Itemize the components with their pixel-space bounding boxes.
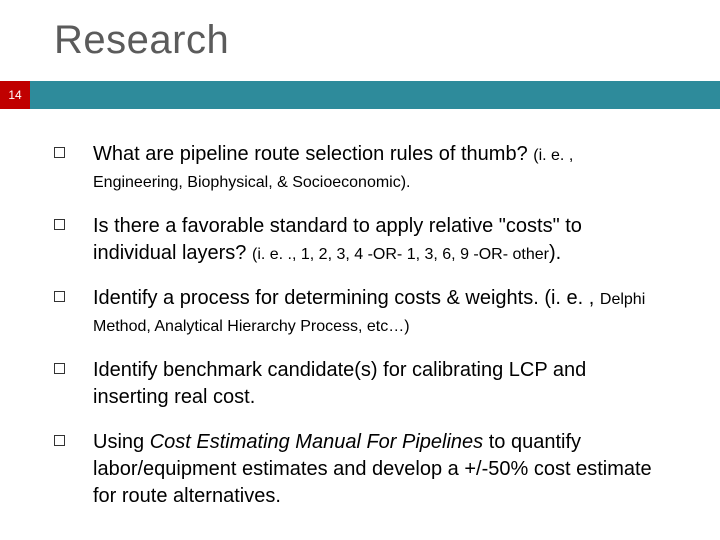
- slide-number-badge: 14: [0, 81, 30, 109]
- square-bullet-icon: [54, 363, 65, 374]
- band-fill: [30, 81, 720, 109]
- slide-title: Research: [0, 0, 720, 81]
- square-bullet-icon: [54, 291, 65, 302]
- square-bullet-icon: [54, 219, 65, 230]
- list-item: Is there a favorable standard to apply r…: [54, 213, 666, 267]
- content-area: What are pipeline route selection rules …: [0, 109, 720, 510]
- bullet-text: Identify a process for determining costs…: [93, 285, 666, 339]
- list-item: Identify benchmark candidate(s) for cali…: [54, 357, 666, 411]
- bullet-text: Using Cost Estimating Manual For Pipelin…: [93, 429, 666, 510]
- list-item: What are pipeline route selection rules …: [54, 141, 666, 195]
- header-band: 14: [0, 81, 720, 109]
- bullet-text: What are pipeline route selection rules …: [93, 141, 666, 195]
- square-bullet-icon: [54, 147, 65, 158]
- list-item: Identify a process for determining costs…: [54, 285, 666, 339]
- bullet-text: Is there a favorable standard to apply r…: [93, 213, 666, 267]
- bullet-text: Identify benchmark candidate(s) for cali…: [93, 357, 666, 411]
- list-item: Using Cost Estimating Manual For Pipelin…: [54, 429, 666, 510]
- square-bullet-icon: [54, 435, 65, 446]
